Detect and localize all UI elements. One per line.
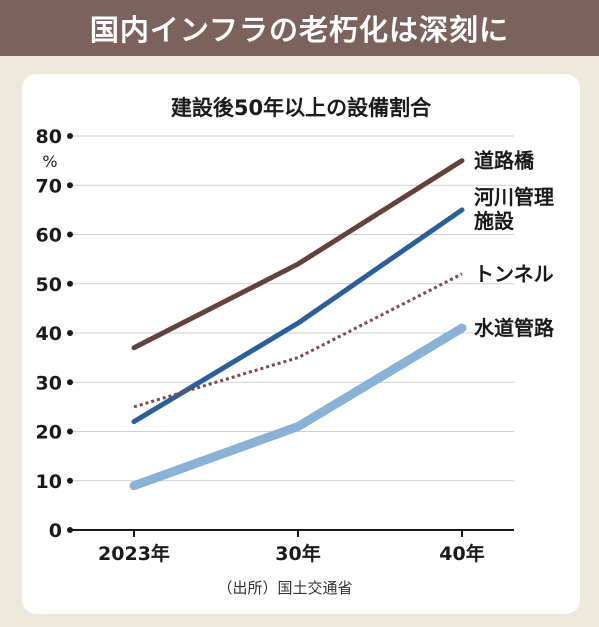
header-banner: 国内インフラの老朽化は深刻に	[0, 0, 599, 56]
series-line	[131, 207, 465, 425]
axes: 0 10 20 30 40 50 60 70 80 2023年 30年 40年	[36, 126, 514, 565]
series-line	[131, 158, 465, 351]
y-tick-dot	[67, 280, 73, 287]
series-lines	[129, 158, 467, 491]
y-tick-dot	[67, 428, 73, 435]
y-tick-label: 80	[36, 126, 62, 148]
page-title: 国内インフラの老朽化は深刻に	[89, 13, 510, 47]
series-label: 水道管路	[474, 316, 555, 340]
y-axis-unit: %	[42, 152, 57, 171]
y-tick-label: 70	[36, 175, 62, 197]
y-tick-dot	[67, 330, 73, 336]
series-label: 河川管理	[474, 185, 554, 209]
y-tick-label: 20	[36, 422, 62, 444]
y-tick-dot	[67, 133, 73, 139]
x-tick-label: 30年	[275, 542, 320, 565]
line-chart: 建設後50年以上の設備割合 % 0 10 20 30 40 50 60 70 80 2023年 30…	[36, 96, 555, 597]
y-tick-label: 40	[36, 323, 62, 345]
chart-title: 建設後50年以上の設備割合	[171, 96, 432, 120]
y-tick-dot	[67, 477, 73, 484]
series-line	[133, 272, 463, 409]
y-tick-dot	[67, 231, 73, 238]
series-label: 道路橋	[474, 149, 535, 173]
series-label: 施設	[474, 209, 515, 233]
series-line	[129, 323, 467, 491]
y-tick-label: 10	[36, 471, 62, 493]
source-note: （出所）国土交通省	[217, 579, 352, 597]
gridlines	[72, 135, 514, 482]
y-tick-label: 50	[36, 274, 62, 296]
x-tick-label: 40年	[439, 542, 484, 565]
y-tick-dot	[67, 182, 73, 189]
x-tick-label: 2023年	[98, 542, 170, 565]
series-label: トンネル	[474, 262, 554, 286]
y-tick-dot	[67, 527, 73, 533]
y-tick-label: 60	[36, 225, 62, 247]
y-tick-label: 0	[49, 520, 62, 542]
y-tick-dot	[67, 379, 73, 386]
chart-card: 建設後50年以上の設備割合 % 0 10 20 30 40 50 60 70 80 2023年 30…	[22, 74, 580, 614]
y-tick-label: 30	[36, 372, 62, 394]
